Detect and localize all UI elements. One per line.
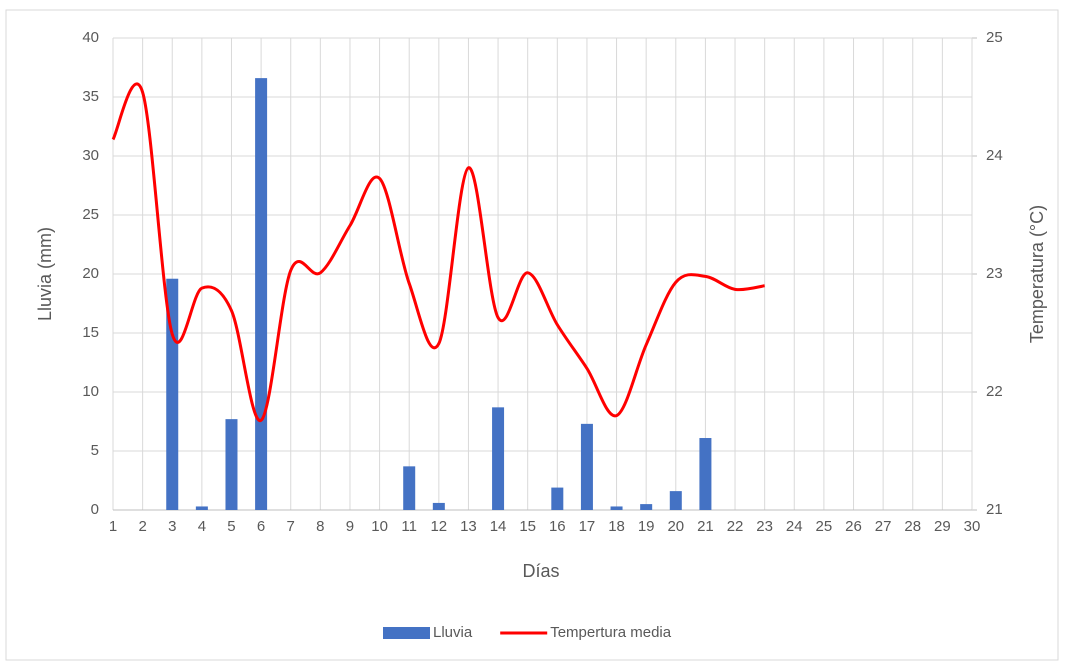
y-tick-label: 35	[82, 88, 99, 105]
y2-tick-label: 24	[986, 147, 1003, 164]
bar	[432, 502, 445, 510]
y-tick-label: 10	[82, 383, 99, 400]
y-axis-label: Lluvia (mm)	[35, 227, 55, 321]
x-tick-label: 10	[371, 518, 388, 535]
x-tick-label: 22	[727, 518, 744, 535]
bar	[551, 487, 564, 510]
bar	[669, 491, 682, 510]
legend-label: Tempertura media	[550, 624, 672, 641]
y-tick-label: 5	[91, 442, 99, 459]
legend-swatch	[383, 627, 430, 639]
bar	[403, 466, 416, 510]
x-tick-label: 14	[490, 518, 507, 535]
x-tick-label: 16	[549, 518, 566, 535]
x-tick-label: 18	[608, 518, 625, 535]
y2-axis-label: Temperatura (°C)	[1027, 205, 1047, 343]
bar	[225, 419, 238, 510]
x-tick-label: 4	[198, 518, 206, 535]
legend-label: Lluvia	[433, 624, 473, 641]
x-tick-label: 24	[786, 518, 803, 535]
y2-tick-label: 25	[986, 29, 1003, 46]
x-tick-label: 8	[316, 518, 324, 535]
x-tick-label: 9	[346, 518, 354, 535]
bar	[640, 504, 653, 510]
line	[111, 82, 765, 422]
x-tick-label: 27	[875, 518, 892, 535]
x-tick-label: 29	[934, 518, 951, 535]
bar	[255, 78, 268, 511]
x-tick-label: 17	[579, 518, 596, 535]
x-tick-label: 30	[964, 518, 981, 535]
x-tick-label: 25	[816, 518, 833, 535]
x-tick-label: 11	[401, 518, 417, 535]
x-tick-label: 12	[430, 518, 447, 535]
y-tick-label: 15	[82, 324, 99, 341]
y-tick-label: 20	[82, 265, 99, 282]
x-tick-label: 15	[519, 518, 536, 535]
y2-tick-label: 22	[986, 383, 1003, 400]
x-tick-label: 28	[904, 518, 921, 535]
bar	[610, 506, 623, 510]
x-tick-label: 6	[257, 518, 265, 535]
x-tick-label: 3	[168, 518, 176, 535]
y-tick-label: 0	[91, 501, 99, 518]
bar	[699, 438, 712, 510]
x-tick-label: 21	[697, 518, 714, 535]
bar	[492, 407, 505, 510]
bar	[166, 278, 179, 510]
x-tick-label: 2	[138, 518, 146, 535]
x-tick-label: 13	[460, 518, 477, 535]
x-tick-label: 5	[227, 518, 235, 535]
x-tick-label: 20	[667, 518, 684, 535]
x-tick-label: 26	[845, 518, 862, 535]
y2-tick-label: 23	[986, 265, 1003, 282]
x-axis-label: Días	[522, 561, 559, 581]
y-tick-label: 25	[82, 206, 99, 223]
x-tick-label: 19	[638, 518, 655, 535]
x-tick-label: 23	[756, 518, 773, 535]
y-tick-label: 40	[82, 29, 99, 46]
bar	[580, 423, 593, 510]
x-tick-label: 1	[109, 518, 117, 535]
y2-tick-label: 21	[986, 501, 1003, 518]
x-tick-label: 7	[287, 518, 295, 535]
bar	[195, 506, 208, 510]
y-tick-label: 30	[82, 147, 99, 164]
